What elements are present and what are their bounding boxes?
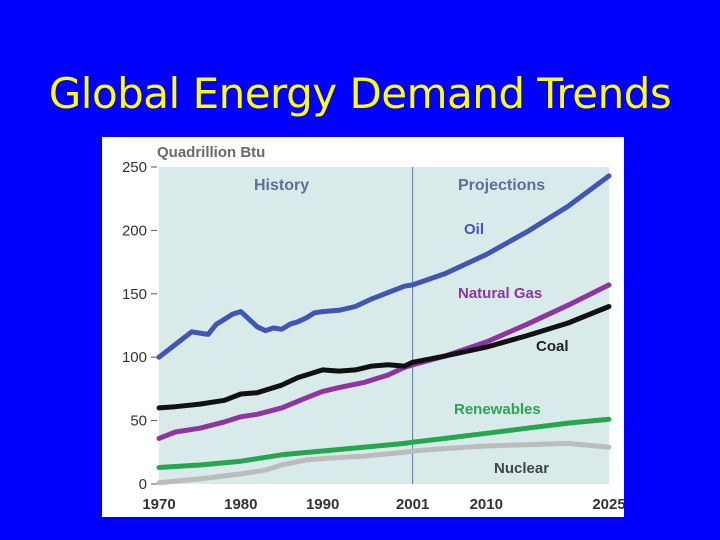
renewables-series-label: Renewables — [454, 401, 541, 418]
history-label: History — [254, 177, 309, 194]
y-tick-label: 250 — [122, 159, 147, 176]
y-axis-unit-label: Quadrillion Btu — [157, 144, 265, 161]
coal-series-label: Coal — [536, 338, 569, 355]
chart-frame: 0 50 100 150 200 250 1970 1980 1990 2001 2010 2025 … — [102, 137, 624, 517]
x-tick-label: 1980 — [224, 496, 257, 513]
natural-gas-series-label: Natural Gas — [458, 285, 542, 302]
y-tick-label: 150 — [122, 286, 147, 303]
renewables-series-line — [156, 416, 612, 470]
y-tick-label: 100 — [122, 349, 147, 366]
slide-title: Global Energy Demand Trends — [48, 69, 672, 118]
x-tick-label: 2025 — [592, 496, 624, 513]
oil-series-line — [156, 173, 612, 360]
oil-series-label: Oil — [464, 221, 484, 238]
x-tick-label: 2001 — [396, 496, 429, 513]
y-tick-label: 200 — [122, 222, 147, 239]
x-tick-label: 1970 — [142, 496, 175, 513]
nuclear-series-line — [156, 440, 612, 486]
projections-label: Projections — [458, 177, 545, 194]
plot-background — [159, 167, 609, 484]
natural-gas-series-line — [156, 282, 612, 441]
y-tick-label: 50 — [130, 413, 147, 430]
coal-series-line — [156, 304, 612, 411]
x-tick-label: 2010 — [470, 496, 503, 513]
y-tick-label: 0 — [139, 476, 147, 493]
x-tick-label: 1990 — [306, 496, 339, 513]
nuclear-series-label: Nuclear — [494, 460, 549, 477]
